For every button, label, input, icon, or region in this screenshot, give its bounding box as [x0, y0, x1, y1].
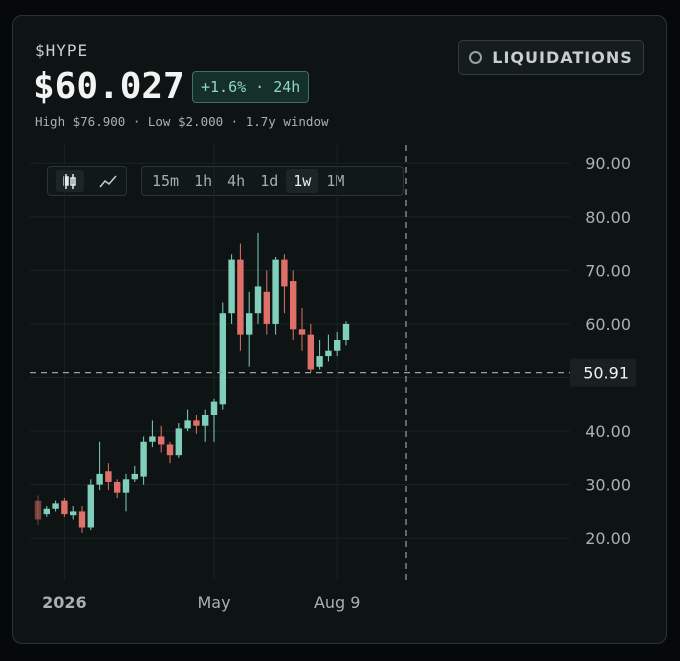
- y-tick-label: 70.00: [585, 261, 631, 280]
- candle-body: [61, 500, 68, 515]
- candle-icon[interactable]: [63, 174, 76, 189]
- candle-body: [210, 401, 218, 415]
- x-tick-label: May: [197, 593, 230, 612]
- change-badge: +1.6% · 24h: [192, 71, 310, 103]
- candle-body: [122, 479, 130, 493]
- stats: High $76.900 · Low $2.000 · 1.7y window: [35, 114, 329, 129]
- liquidations-button[interactable]: LIQUIDATIONS: [458, 40, 644, 75]
- candle-body: [114, 481, 121, 493]
- y-tick-label: 40.00: [585, 422, 631, 441]
- y-tick-label: 80.00: [585, 208, 631, 227]
- timeframe-button[interactable]: 1w: [286, 169, 319, 193]
- candle-body: [43, 508, 50, 515]
- y-tick-label: 60.00: [585, 315, 631, 334]
- timeframe-button[interactable]: 4h: [227, 172, 246, 190]
- timeframe-button[interactable]: 1h: [194, 172, 213, 190]
- candle-body: [246, 313, 253, 335]
- candle-body: [237, 259, 244, 335]
- candle-body: [342, 323, 350, 340]
- candle-body: [34, 500, 42, 520]
- crosshair-label-bg: [570, 358, 636, 387]
- candle-body: [290, 281, 297, 330]
- y-tick-label: 90.00: [585, 154, 631, 173]
- candle-body: [70, 511, 77, 516]
- candle-body: [254, 286, 262, 314]
- y-tick-label: 20.00: [585, 529, 631, 548]
- timeframe-button[interactable]: 1M: [326, 172, 345, 190]
- candle-body: [316, 356, 323, 367]
- candle-body: [166, 444, 174, 456]
- chart-type-toggle: [47, 166, 127, 196]
- timeframe-button[interactable]: 1d: [260, 172, 279, 190]
- candle-body: [272, 259, 279, 324]
- candle-body: [149, 436, 156, 442]
- candle-body: [175, 428, 182, 456]
- candle-body: [307, 334, 314, 370]
- button-label: LIQUIDATIONS: [492, 48, 633, 67]
- candle-body: [193, 420, 200, 426]
- crosshair-label: 50.91: [583, 364, 629, 383]
- candle-body: [202, 415, 209, 426]
- candle-body: [52, 503, 59, 509]
- candle-body: [96, 473, 103, 485]
- candle-body: [219, 313, 226, 405]
- candle-body: [105, 471, 112, 482]
- icons: [56, 170, 117, 192]
- card: [12, 15, 667, 644]
- candle-body: [281, 259, 288, 287]
- candle-body: [184, 420, 191, 429]
- x-tick-label: Aug 9: [314, 593, 361, 612]
- candle-body: [263, 291, 270, 324]
- candle-body: [131, 473, 138, 480]
- symbol: $HYPE: [35, 41, 89, 60]
- x-tick-label: 2026: [42, 593, 87, 612]
- timeframe-button[interactable]: 15m: [152, 172, 180, 190]
- selected-bg: [56, 170, 84, 192]
- line-icon[interactable]: [99, 175, 117, 188]
- candle-body: [140, 441, 147, 477]
- candle-body: [334, 340, 341, 351]
- candle-body: [228, 259, 235, 314]
- candle-body: [87, 484, 94, 528]
- timeframes: 15m 1h 4h 1d 1w 1M: [141, 166, 404, 196]
- price: $60.027: [33, 66, 185, 107]
- y-tick-label: 30.00: [585, 476, 631, 495]
- candle-body: [78, 511, 86, 528]
- candle-body: [158, 436, 165, 445]
- candle-body: [325, 350, 332, 357]
- candle-body: [298, 329, 306, 335]
